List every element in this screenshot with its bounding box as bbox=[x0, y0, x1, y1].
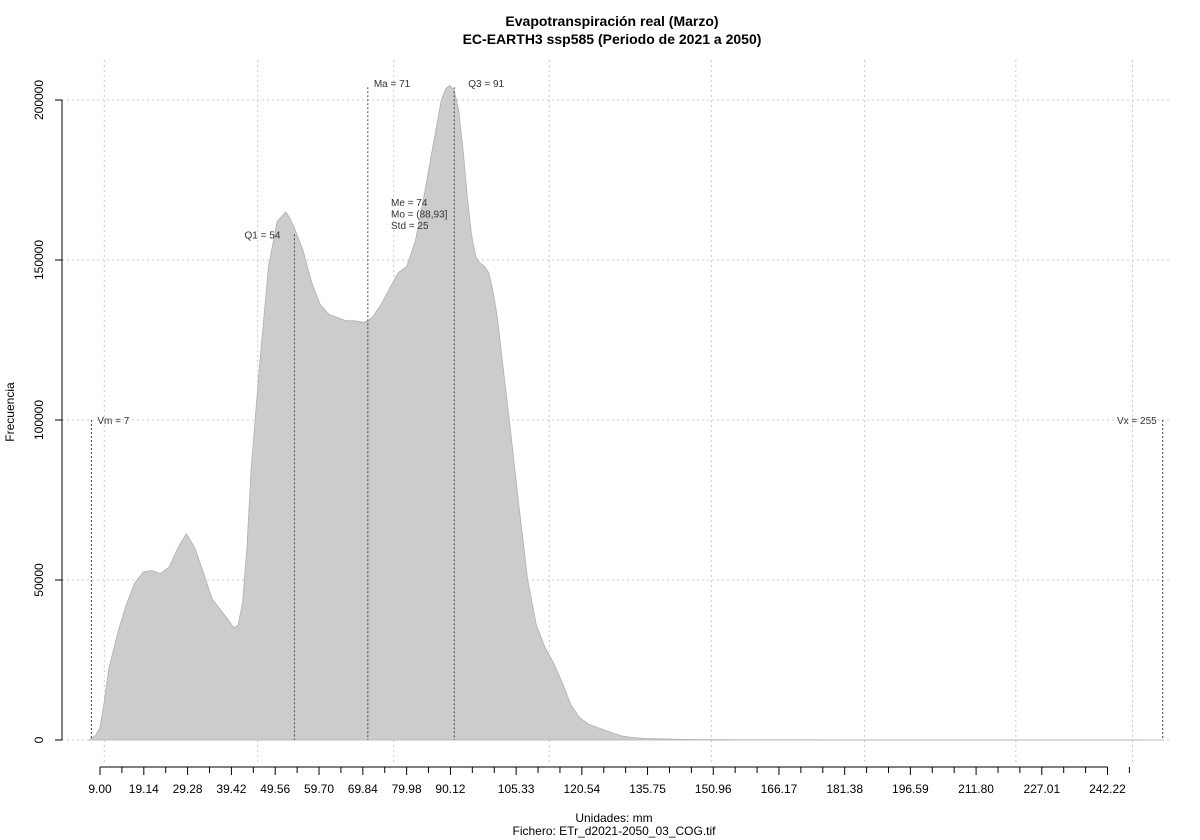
y-axis: 0 50000 100000 150000 200000 bbox=[32, 80, 63, 743]
x-tick-label: 59.70 bbox=[304, 782, 334, 796]
x-tick-label: 9.00 bbox=[88, 782, 112, 796]
x-tick-label: 181.38 bbox=[826, 782, 863, 796]
x-tick-label: 150.96 bbox=[695, 782, 732, 796]
x-tick-label: 105.33 bbox=[498, 782, 535, 796]
x-axis-title: Unidades: mm bbox=[575, 811, 652, 825]
y-tick-label: 150000 bbox=[32, 240, 46, 280]
x-tick-label: 211.80 bbox=[958, 782, 994, 796]
x-tick-label: 227.01 bbox=[1023, 782, 1060, 796]
vm-label: Vm = 7 bbox=[97, 416, 129, 427]
x-tick-label: 90.12 bbox=[435, 782, 465, 796]
x-tick-label: 196.59 bbox=[892, 782, 929, 796]
x-axis: 9.00 19.14 29.28 39.42 49.56 59.70 69.84 79.98 9… bbox=[88, 766, 1130, 796]
x-tick-label: 120.54 bbox=[563, 782, 600, 796]
vx-label: Vx = 255 bbox=[1117, 416, 1157, 427]
x-tick-label: 29.28 bbox=[173, 782, 203, 796]
y-tick-label: 50000 bbox=[32, 563, 46, 597]
q3-label: Q3 = 91 bbox=[468, 79, 504, 90]
q1-label: Q1 = 54 bbox=[245, 230, 281, 241]
x-tick-label: 39.42 bbox=[216, 782, 246, 796]
density-area-layer bbox=[87, 85, 1163, 741]
summary-label: Me = 74 bbox=[391, 198, 428, 209]
summary-label: Std = 25 bbox=[391, 221, 429, 232]
summary-label: Mo = (88,93] bbox=[391, 210, 448, 221]
statistics-layer: Vm = 7 Q1 = 54 Ma = 71 Q3 = 91 Vx = 255 bbox=[90, 79, 1164, 740]
x-tick-label: 79.98 bbox=[392, 782, 422, 796]
y-tick-label: 0 bbox=[32, 736, 46, 743]
y-tick-label: 100000 bbox=[32, 400, 46, 440]
x-tick-label: 69.84 bbox=[348, 782, 378, 796]
file-caption: Fichero: ETr_d2021-2050_03_COG.tif bbox=[513, 824, 717, 838]
y-axis-title: Frecuencia bbox=[3, 382, 17, 442]
chart-subtitle: EC-EARTH3 ssp585 (Periodo de 2021 a 2050… bbox=[463, 31, 762, 47]
chart-title: Evapotranspiración real (Marzo) bbox=[505, 13, 718, 29]
x-tick-label: 19.14 bbox=[129, 782, 159, 796]
ma-label: Ma = 71 bbox=[374, 79, 411, 90]
x-tick-label: 242.22 bbox=[1089, 782, 1126, 796]
y-tick-label: 200000 bbox=[32, 80, 46, 120]
x-tick-label: 135.75 bbox=[629, 782, 666, 796]
density-area bbox=[87, 85, 1163, 741]
x-tick-label: 166.17 bbox=[761, 782, 798, 796]
x-tick-label: 49.56 bbox=[260, 782, 290, 796]
